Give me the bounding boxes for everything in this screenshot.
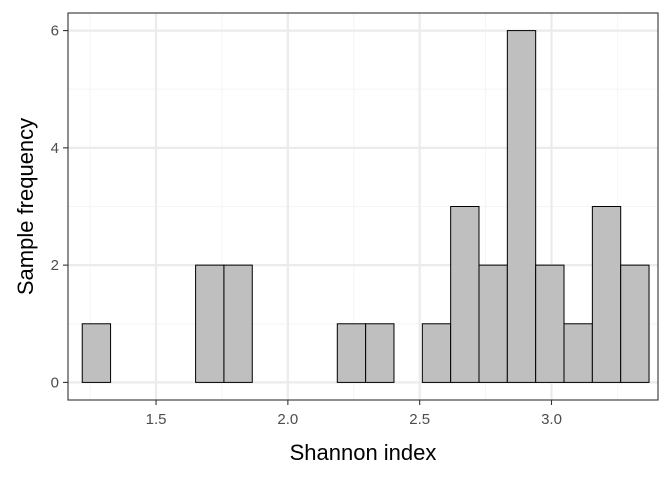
histogram-bar: [563, 323, 593, 383]
histogram-bar: [365, 323, 395, 383]
histogram-bar: [535, 264, 565, 383]
histogram-bar: [421, 323, 452, 383]
histogram-bar: [591, 206, 622, 383]
y-axis: 0 2 4 6: [51, 23, 68, 391]
panel-border: [67, 12, 659, 401]
histogram-bar: [195, 264, 225, 383]
x-tick-label: 2.0: [277, 411, 298, 428]
histogram-bar: [620, 264, 650, 383]
y-tick-label: 0: [51, 374, 59, 391]
histogram-bar: [336, 323, 367, 383]
y-tick-label: 6: [51, 23, 59, 40]
x-tick-label: 1.5: [146, 411, 167, 428]
histogram-bar: [223, 264, 253, 383]
x-axis-title: Shannon index: [290, 440, 437, 465]
histogram-bar: [450, 206, 480, 383]
histogram-bar: [81, 323, 112, 383]
y-axis-title: Sample frequency: [13, 118, 38, 295]
x-axis: 1.5 2.0 2.5 3.0: [146, 400, 562, 428]
x-tick-label: 2.5: [409, 411, 430, 428]
histogram-bar: [506, 30, 537, 383]
y-tick-label: 2: [51, 257, 59, 274]
histogram-bars: [81, 30, 650, 383]
x-tick-label: 3.0: [541, 411, 562, 428]
y-tick-label: 4: [51, 140, 59, 157]
histogram-bar: [478, 264, 508, 383]
